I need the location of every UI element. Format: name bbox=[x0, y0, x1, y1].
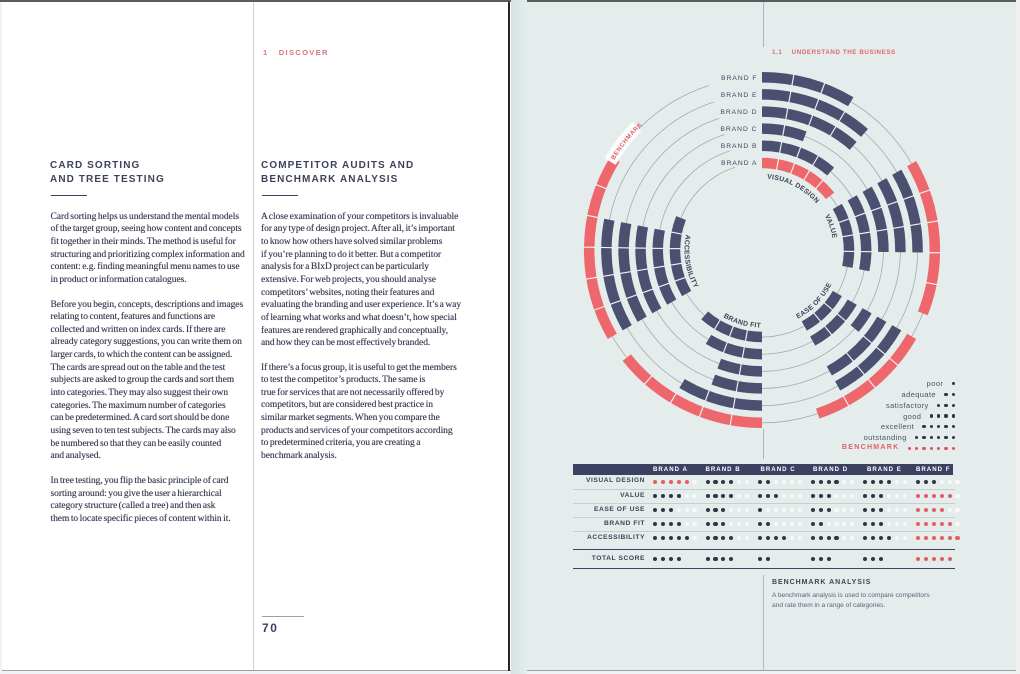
svg-text:BRAND E: BRAND E bbox=[721, 92, 758, 99]
svg-text:BRAND B: BRAND B bbox=[721, 143, 758, 150]
svg-text:BRAND A: BRAND A bbox=[721, 160, 757, 167]
svg-text:VALUE: VALUE bbox=[823, 214, 838, 240]
svg-text:BRAND C: BRAND C bbox=[720, 126, 757, 133]
svg-text:BRAND D: BRAND D bbox=[720, 109, 757, 116]
svg-text:BRAND F: BRAND F bbox=[721, 75, 757, 82]
